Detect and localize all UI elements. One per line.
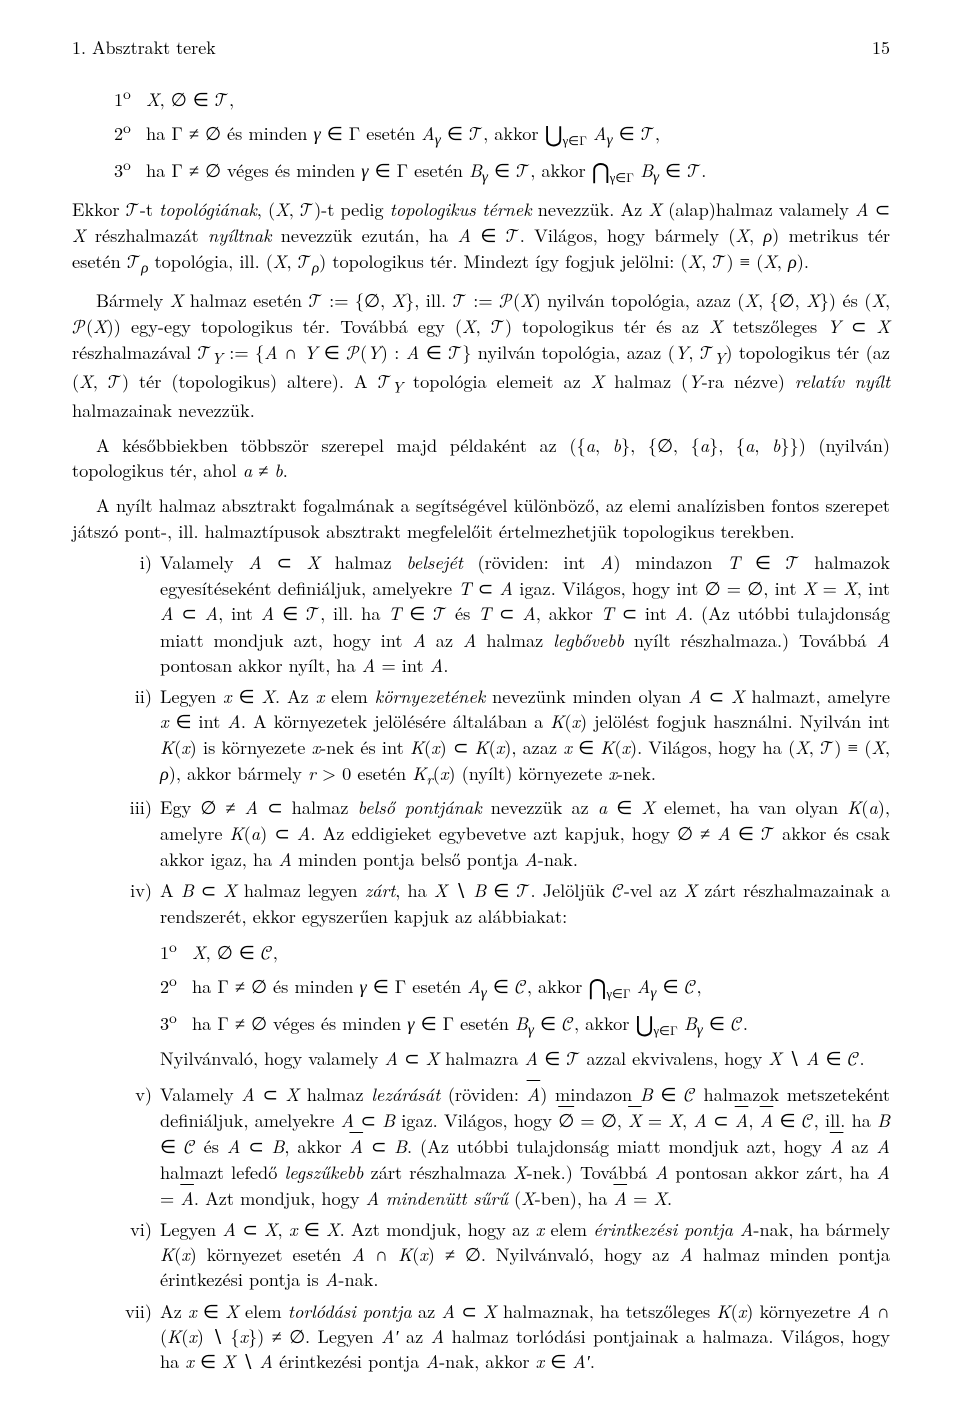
axiom-closed-1: 1o X, ∅ ∈ 𝒞, — [160, 936, 890, 966]
item-vii: vii) Az x ∈ X elem torlódási pontja az A… — [114, 1299, 890, 1375]
item-label: v) — [114, 1082, 160, 1211]
paragraph-intro-list: A nyílt halmaz absztrakt fogalmának a se… — [72, 493, 890, 543]
item-i: i) Valamely A ⊂ X halmaz belsejét (rövid… — [114, 550, 890, 678]
paragraph-ab-example: A későbbiekben többször szerepel majd pé… — [72, 433, 890, 483]
definition-list: i) Valamely A ⊂ X halmaz belsejét (rövid… — [72, 550, 890, 1374]
item-label: iv) — [114, 878, 160, 1076]
closed-equiv: Nyilvánvaló, hogy valamely A ⊂ X halmazr… — [160, 1046, 890, 1072]
axiom-closed-3: 3o ha Γ ≠ ∅ véges és minden γ ∈ Γ esetén… — [160, 1007, 890, 1040]
item-ii: ii) Legyen x ∈ X. Az x elem környezeténe… — [114, 684, 890, 789]
item-iii: iii) Egy ∅ ≠ A ⊂ halmaz belső pontjának … — [114, 795, 890, 872]
section-title: 1. Absztrakt terek — [72, 36, 216, 61]
item-label: vii) — [114, 1299, 160, 1375]
item-label: ii) — [114, 684, 160, 789]
axiom-2: 2o ha Γ ≠ ∅ és minden γ ∈ Γ esetén Aγ ∈ … — [114, 117, 890, 150]
item-body: A B ⊂ X halmaz legyen zárt, ha X ∖ B ∈ 𝒯… — [160, 878, 890, 1076]
item-v: v) Valamely A ⊂ X halmaz lezárását (rövi… — [114, 1082, 890, 1211]
item-body: Egy ∅ ≠ A ⊂ halmaz belső pontjának nevez… — [160, 795, 890, 872]
topology-axioms: 1o X, ∅ ∈ 𝒯, 2o ha Γ ≠ ∅ és minden γ ∈ Γ… — [72, 83, 890, 187]
item-iv: iv) A B ⊂ X halmaz legyen zárt, ha X ∖ B… — [114, 878, 890, 1076]
axiom-3: 3o ha Γ ≠ ∅ véges és minden γ ∈ Γ esetén… — [114, 154, 890, 187]
paragraph-examples: Bármely X halmaz esetén 𝒯 := {∅, X}, ill… — [72, 288, 890, 423]
running-header: 1. Absztrakt terek 15 — [72, 36, 890, 61]
item-label: vi) — [114, 1217, 160, 1293]
item-body: Valamely A ⊂ X halmaz lezárását (röviden… — [160, 1082, 890, 1211]
paragraph-topology-def: Ekkor 𝒯-t topológiának, (X, 𝒯)-t pedig t… — [72, 197, 890, 278]
item-label: iii) — [114, 795, 160, 872]
page-number: 15 — [872, 36, 890, 61]
item-body: Legyen x ∈ X. Az x elem környezetének ne… — [160, 684, 890, 789]
item-body: Az x ∈ X elem torlódási pontja az A ⊂ X … — [160, 1299, 890, 1375]
axiom-closed-2: 2o ha Γ ≠ ∅ és minden γ ∈ Γ esetén Aγ ∈ … — [160, 970, 890, 1003]
item-body: Legyen A ⊂ X, x ∈ X. Azt mondjuk, hogy a… — [160, 1217, 890, 1293]
item-label: i) — [114, 550, 160, 678]
axiom-1: 1o X, ∅ ∈ 𝒯, — [114, 83, 890, 113]
item-vi: vi) Legyen A ⊂ X, x ∈ X. Azt mondjuk, ho… — [114, 1217, 890, 1293]
item-body: Valamely A ⊂ X halmaz belsejét (röviden:… — [160, 550, 890, 678]
